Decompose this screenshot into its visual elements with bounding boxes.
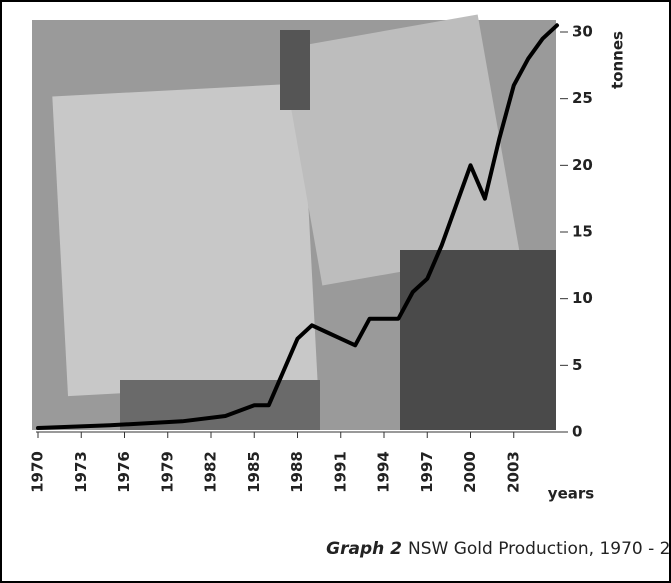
x-tick-label: 1970	[29, 451, 47, 493]
y-tick-label: 5	[572, 356, 582, 374]
y-tick-label: 20	[572, 156, 593, 174]
x-tick-label: 1997	[418, 451, 436, 493]
y-tick-label: 30	[572, 23, 593, 41]
x-tick-label: 1988	[288, 451, 306, 493]
x-tick-label: 1991	[331, 451, 349, 493]
x-tick-label: 1985	[245, 451, 263, 493]
x-axis-label: years	[548, 485, 594, 503]
background-photo	[32, 14, 556, 430]
x-tick-label: 1994	[375, 451, 393, 493]
x-tick-label: 1976	[115, 451, 133, 493]
caption-label: Graph 2	[326, 539, 402, 559]
y-tick-label: 25	[572, 89, 593, 107]
y-tick-label: 10	[572, 289, 593, 307]
caption: NSW Gold Production, 1970 - 2005	[408, 539, 671, 559]
x-tick-label: 2000	[461, 451, 479, 493]
y-tick-label: 0	[572, 423, 582, 441]
x-tick-label: 1982	[202, 451, 220, 493]
chart: tonnes years Graph 2 NSW Gold Production…	[0, 0, 671, 583]
y-axis-label: tonnes	[609, 31, 627, 89]
x-tick-label: 1979	[158, 451, 176, 493]
x-tick-label: 1973	[72, 451, 90, 493]
x-tick-label: 2003	[504, 451, 522, 493]
y-tick-label: 15	[572, 223, 593, 241]
